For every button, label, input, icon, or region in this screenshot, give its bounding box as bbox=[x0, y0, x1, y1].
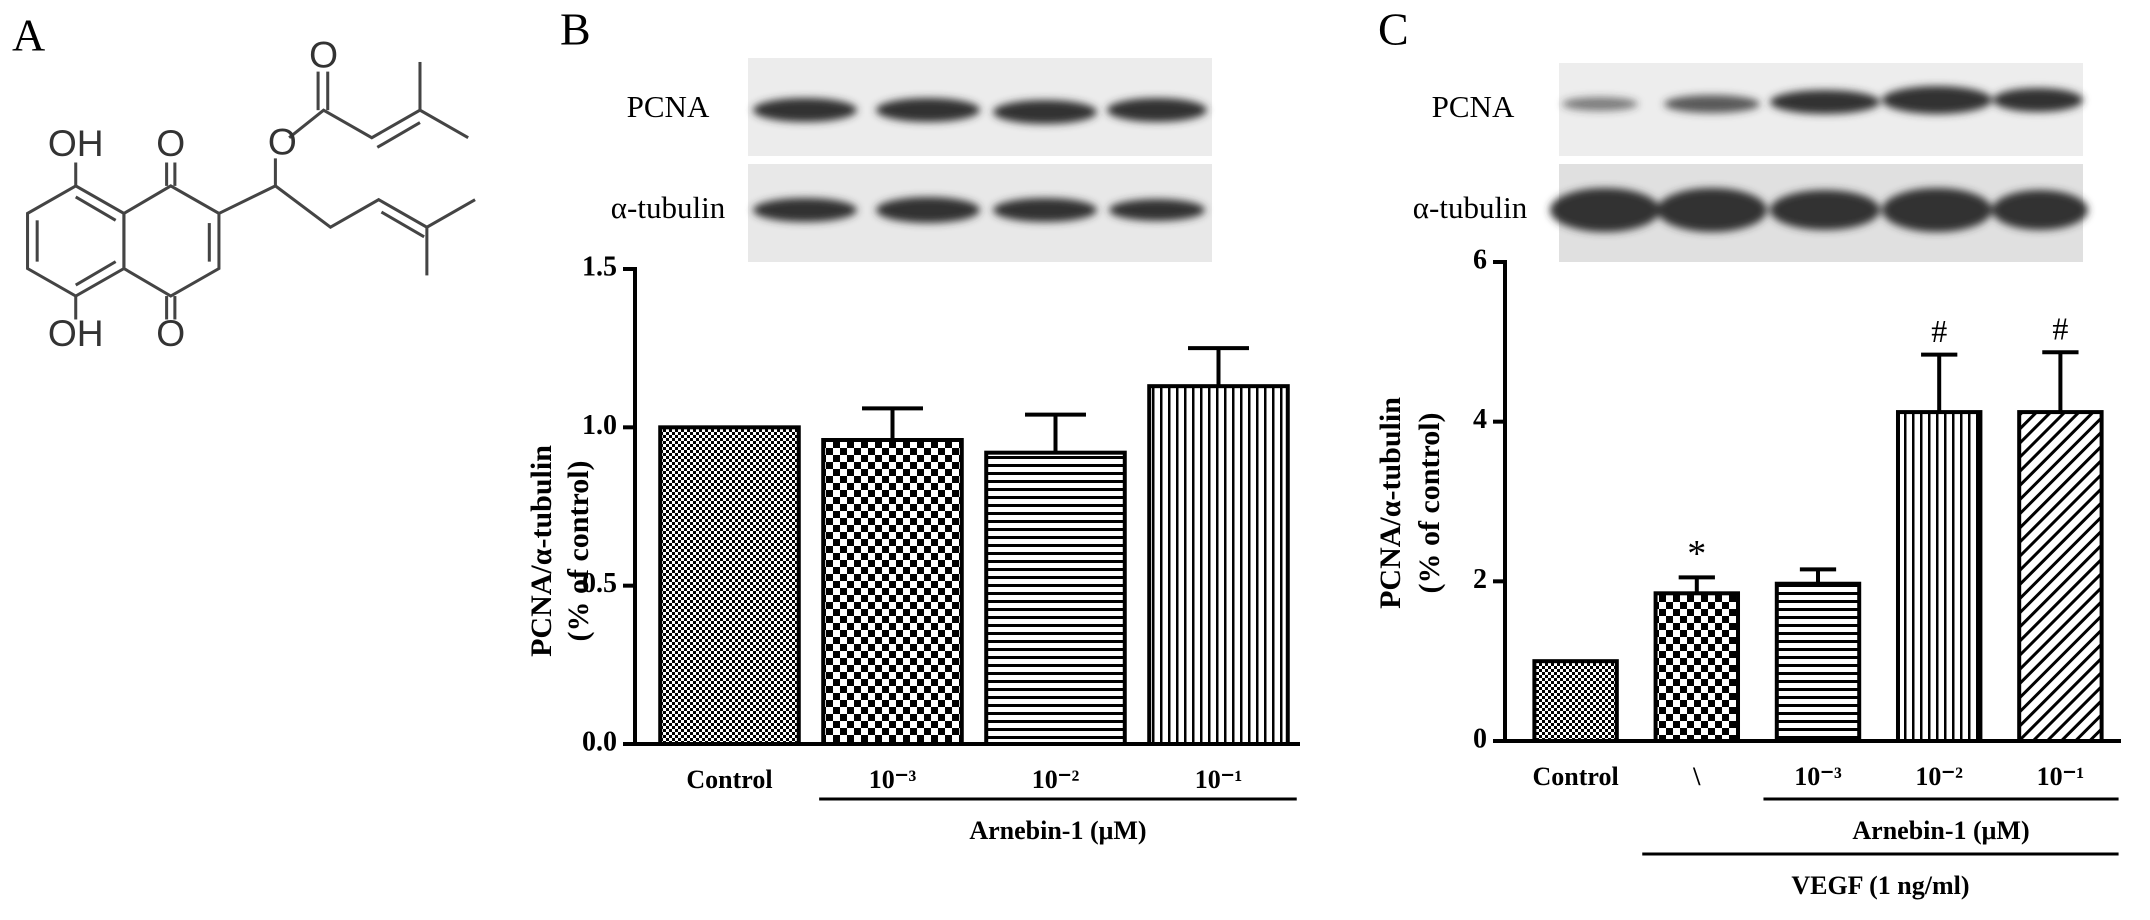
y-tick-label: 4 bbox=[1473, 404, 1487, 435]
bar bbox=[1774, 581, 1862, 743]
x-tick-label: 10⁻¹ bbox=[2037, 762, 2085, 791]
x-tick-label: \ bbox=[1692, 762, 1701, 791]
panel-label: C bbox=[1378, 4, 1409, 55]
panel-label: B bbox=[560, 4, 591, 55]
bar bbox=[1532, 659, 1619, 744]
error-bar bbox=[1678, 575, 1715, 594]
x-tick-label: 10⁻¹ bbox=[1195, 765, 1243, 794]
y-tick-label: 2 bbox=[1473, 564, 1487, 595]
atom-label: O bbox=[156, 122, 185, 164]
group-label: VEGF (1 ng/ml) bbox=[1791, 871, 1969, 900]
y-tick-label: 0.0 bbox=[582, 726, 617, 757]
y-tick-label: 1.5 bbox=[582, 251, 617, 282]
western-blot bbox=[1550, 63, 2088, 262]
group-label: Arnebin-1 (μM) bbox=[969, 816, 1146, 845]
x-tick-label: 10⁻³ bbox=[869, 765, 917, 794]
atom-label: O bbox=[156, 312, 185, 354]
blot-label: PCNA bbox=[627, 89, 710, 124]
blot-label: PCNA bbox=[1432, 89, 1515, 124]
bar bbox=[1147, 384, 1290, 746]
group-label: Arnebin-1 (μM) bbox=[1852, 816, 2029, 845]
bar bbox=[2017, 410, 2104, 743]
y-axis-label: PCNA/α-tubulin bbox=[525, 445, 558, 657]
error-bar bbox=[2042, 350, 2079, 413]
x-tick-label: 10⁻² bbox=[1915, 762, 1963, 791]
significance-mark: # bbox=[2052, 311, 2068, 347]
error-bar bbox=[862, 406, 923, 440]
bar bbox=[1653, 591, 1741, 744]
y-tick-label: 6 bbox=[1473, 244, 1487, 275]
y-axis-label: (% of control) bbox=[1413, 412, 1446, 593]
y-tick-label: 0 bbox=[1473, 723, 1487, 754]
atom-label: OH bbox=[48, 312, 104, 354]
significance-mark: # bbox=[1931, 313, 1947, 349]
bar bbox=[1895, 410, 1983, 743]
bar bbox=[984, 450, 1127, 746]
x-tick-label: 10⁻³ bbox=[1794, 762, 1842, 791]
x-tick-label: 10⁻² bbox=[1032, 765, 1080, 794]
bar bbox=[658, 425, 801, 746]
y-tick-label: 1.0 bbox=[582, 410, 617, 441]
y-axis-label: (% of control) bbox=[562, 460, 595, 641]
x-tick-label: Control bbox=[1532, 762, 1618, 791]
western-blot bbox=[748, 58, 1212, 262]
atom-label: OH bbox=[48, 122, 104, 164]
atom-label: O bbox=[268, 120, 297, 162]
x-tick-label: Control bbox=[686, 765, 772, 794]
error-bar bbox=[1799, 567, 1837, 584]
atom-label: O bbox=[309, 34, 338, 76]
error-bar bbox=[1025, 412, 1086, 453]
bar bbox=[821, 438, 964, 746]
chemical-structure: OH OH O O O O bbox=[26, 34, 476, 354]
error-bar bbox=[1921, 352, 1958, 413]
error-bar bbox=[1188, 346, 1249, 387]
y-axis-label: PCNA/α-tubulin bbox=[1374, 397, 1407, 609]
blot-label: α-tubulin bbox=[611, 190, 726, 225]
panel-label: A bbox=[12, 10, 45, 61]
y-tick-label: 0.5 bbox=[582, 568, 617, 599]
blot-label: α-tubulin bbox=[1413, 190, 1528, 225]
significance-mark: * bbox=[1687, 533, 1706, 575]
